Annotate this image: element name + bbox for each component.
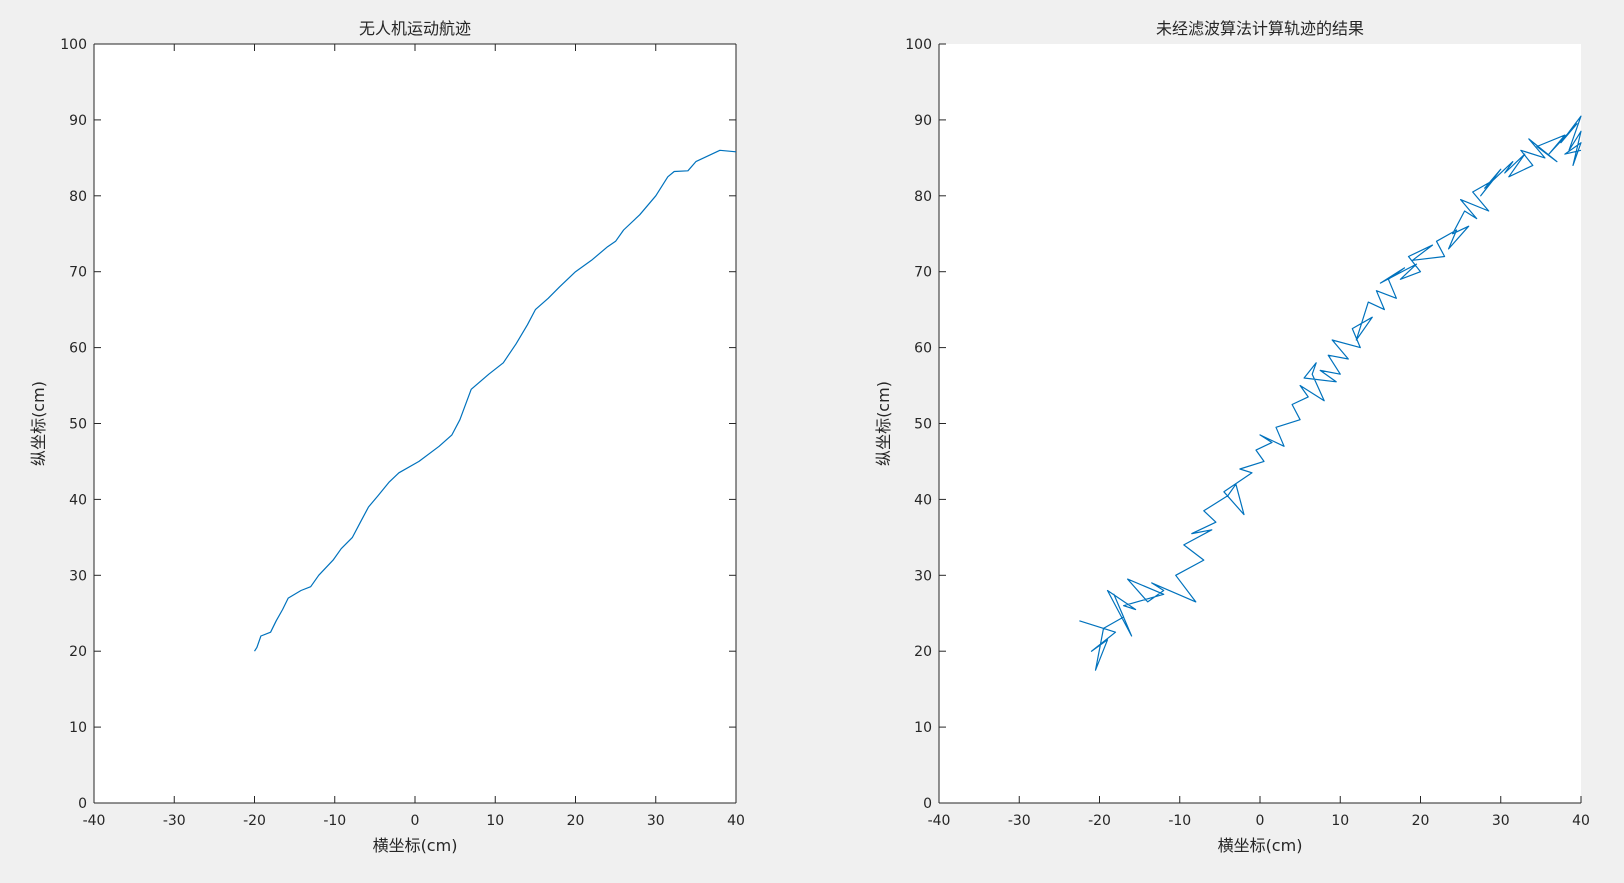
chart-title: 无人机运动航迹	[359, 19, 471, 38]
y-tick-label: 90	[914, 113, 932, 129]
x-axis-label: 横坐标(cm)	[373, 836, 458, 855]
y-tick-label: 0	[78, 796, 87, 812]
x-tick-label: 20	[1412, 813, 1430, 829]
y-tick-label: 60	[914, 341, 932, 357]
y-tick-label: 90	[69, 113, 87, 129]
y-tick-label: 20	[914, 644, 932, 660]
y-tick-label: 0	[923, 796, 932, 812]
x-tick-label: 0	[411, 813, 420, 829]
y-tick-label: 30	[69, 568, 87, 584]
trajectory-series-line	[253, 149, 737, 652]
y-tick-label: 100	[60, 37, 87, 53]
x-tick-label: -30	[1008, 813, 1031, 829]
y-axis-label: 纵坐标(cm)	[29, 381, 48, 466]
x-tick-label: 20	[567, 813, 585, 829]
plot-area	[94, 44, 736, 803]
x-tick-label: 30	[647, 813, 665, 829]
y-axis-label: 纵坐标(cm)	[874, 381, 893, 466]
x-tick-label: 40	[1572, 813, 1590, 829]
y-tick-label: 40	[914, 492, 932, 508]
x-tick-label: 30	[1492, 813, 1510, 829]
y-tick-label: 50	[914, 417, 932, 433]
y-tick-label: 40	[69, 492, 87, 508]
y-tick-label: 20	[69, 644, 87, 660]
x-tick-label: -40	[928, 813, 951, 829]
plot-area	[939, 44, 1581, 803]
trajectory-series-line	[1079, 115, 1582, 671]
x-tick-label: -30	[163, 813, 186, 829]
y-tick-label: 80	[69, 189, 87, 205]
x-tick-label: 10	[486, 813, 504, 829]
chart-title: 未经滤波算法计算轨迹的结果	[1156, 19, 1364, 38]
y-tick-label: 10	[69, 720, 87, 736]
x-tick-label: 40	[727, 813, 745, 829]
y-tick-label: 80	[914, 189, 932, 205]
chart-drone-trajectory: -40 -30 -20 -10 0 10 20 30 40 0 10 20 30 40 50 60 70 80 90…	[29, 19, 745, 855]
x-tick-label: 10	[1331, 813, 1349, 829]
x-tick-label: -20	[243, 813, 266, 829]
x-tick-label: -10	[1168, 813, 1191, 829]
chart-unfiltered-trajectory: -40 -30 -20 -10 0 10 20 30 40 0 10 20 30 40 50 60 70 80 90…	[874, 19, 1590, 855]
x-axis-label: 横坐标(cm)	[1218, 836, 1303, 855]
y-tick-label: 60	[69, 341, 87, 357]
y-tick-label: 100	[905, 37, 932, 53]
x-tick-label: -40	[83, 813, 106, 829]
y-tick-label: 30	[914, 568, 932, 584]
x-tick-label: -10	[323, 813, 346, 829]
y-tick-label: 10	[914, 720, 932, 736]
x-tick-label: -20	[1088, 813, 1111, 829]
y-tick-label: 70	[69, 265, 87, 281]
x-tick-label: 0	[1256, 813, 1265, 829]
y-tick-label: 70	[914, 265, 932, 281]
y-tick-label: 50	[69, 417, 87, 433]
